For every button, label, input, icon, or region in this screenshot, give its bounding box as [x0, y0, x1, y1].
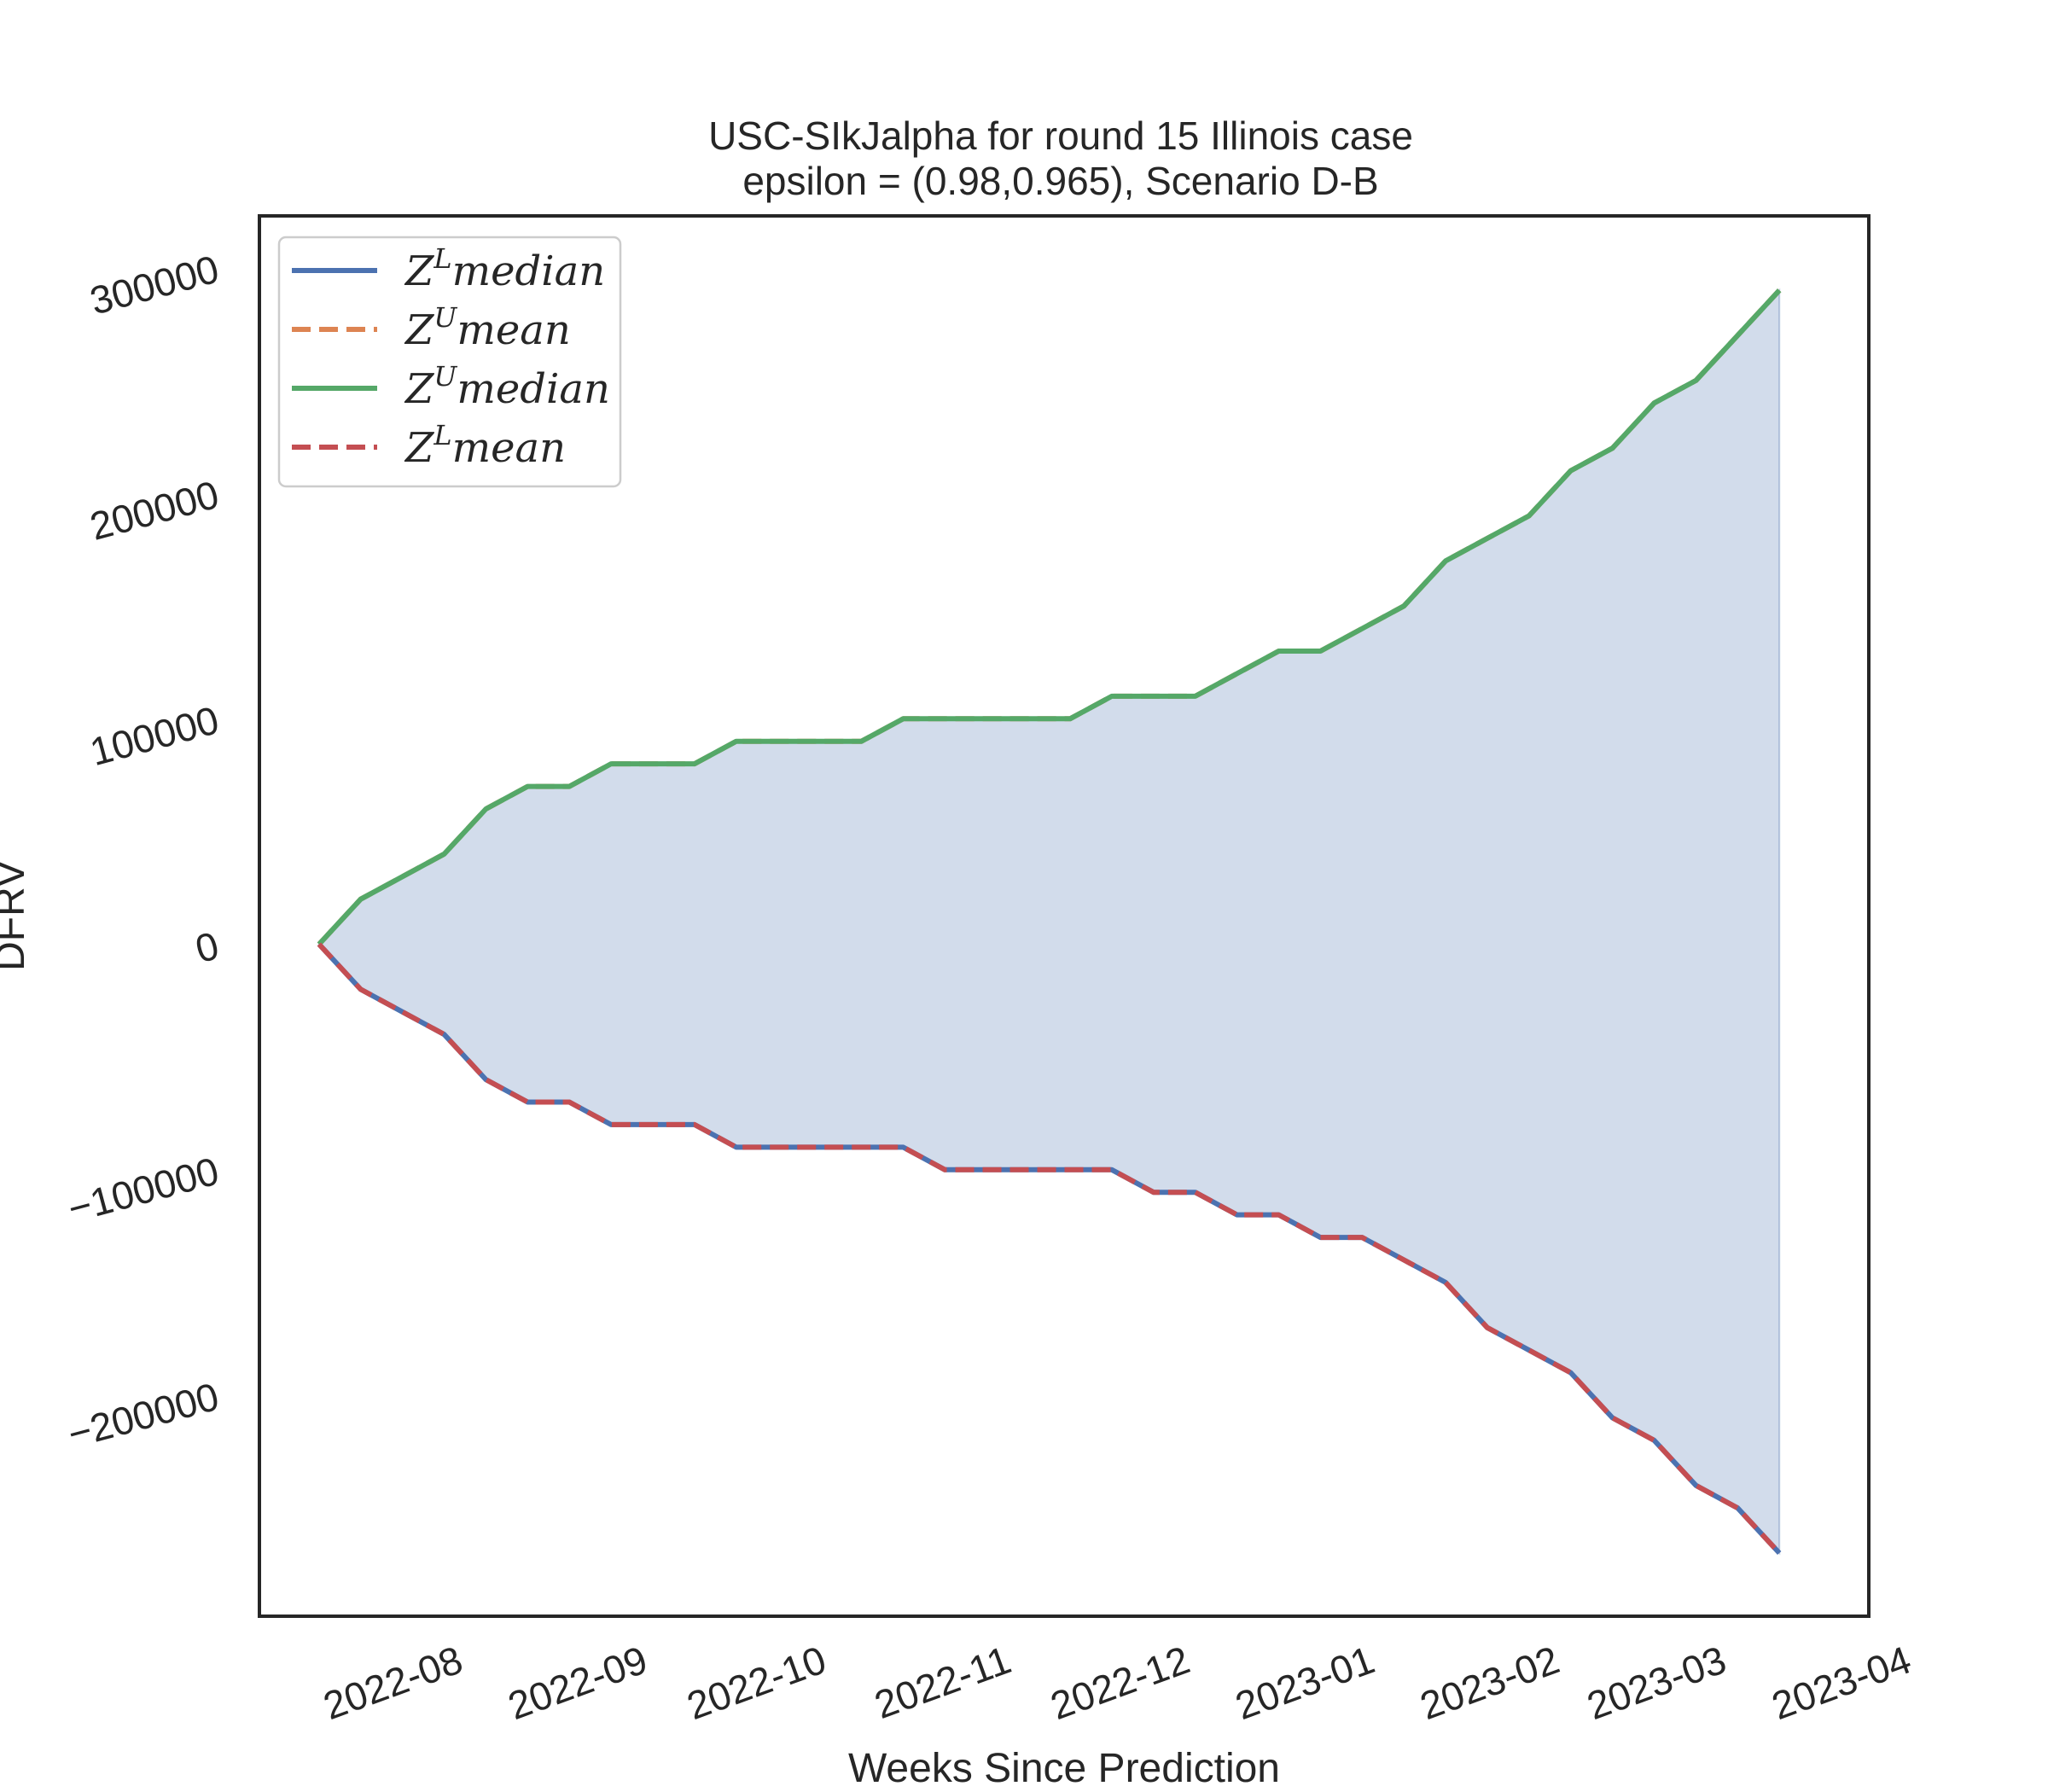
x-tick-label: 2023-03 [1581, 1638, 1731, 1729]
x-axis-label: Weeks Since Prediction [848, 1746, 1280, 1791]
y-axis: 300000 200000 100000 0 −100000 −200000 [63, 247, 224, 1457]
y-tick-label: −200000 [63, 1374, 224, 1457]
series-line-zl-mean [317, 942, 1782, 1556]
legend-label-zl-mean: ZLmean [404, 419, 566, 472]
y-tick-label: 300000 [85, 247, 224, 323]
x-tick-label: 2022-12 [1044, 1638, 1195, 1729]
x-tick-label: 2023-04 [1766, 1638, 1917, 1729]
y-tick-label: 0 [191, 922, 224, 971]
chart-title-line2: epsilon = (0.98,0.965), Scenario D-B [742, 159, 1378, 203]
series-line-zu-median [317, 288, 1782, 946]
x-tick-label: 2023-02 [1414, 1638, 1564, 1729]
y-tick-label: 200000 [85, 472, 224, 549]
x-tick-label: 2022-11 [869, 1638, 1016, 1727]
y-tick-label: −100000 [63, 1149, 224, 1231]
x-tick-label: 2023-01 [1230, 1638, 1380, 1729]
legend-label-zu-mean: ZUmean [404, 301, 571, 354]
x-axis: 2022-08 2022-09 2022-10 2022-11 2022-12 2023-… [317, 1638, 1917, 1729]
y-axis-label: DFRV [0, 860, 33, 971]
y-tick-label: 100000 [85, 697, 224, 774]
x-tick-label: 2022-08 [317, 1638, 468, 1729]
legend-label-zl-median: ZLmedian [404, 242, 605, 295]
legend: ZLmedian ZUmean ZUmedian ZLmean [277, 236, 622, 488]
plot-frame [258, 214, 1871, 1618]
x-tick-label: 2022-10 [681, 1638, 831, 1729]
plot-area [317, 288, 1782, 1556]
chart-title-line1: USC-SIkJalpha for round 15 Illinois case [708, 113, 1413, 158]
x-tick-label: 2022-09 [503, 1638, 653, 1729]
legend-box [277, 236, 622, 488]
legend-label-zu-median: ZUmedian [404, 360, 610, 413]
